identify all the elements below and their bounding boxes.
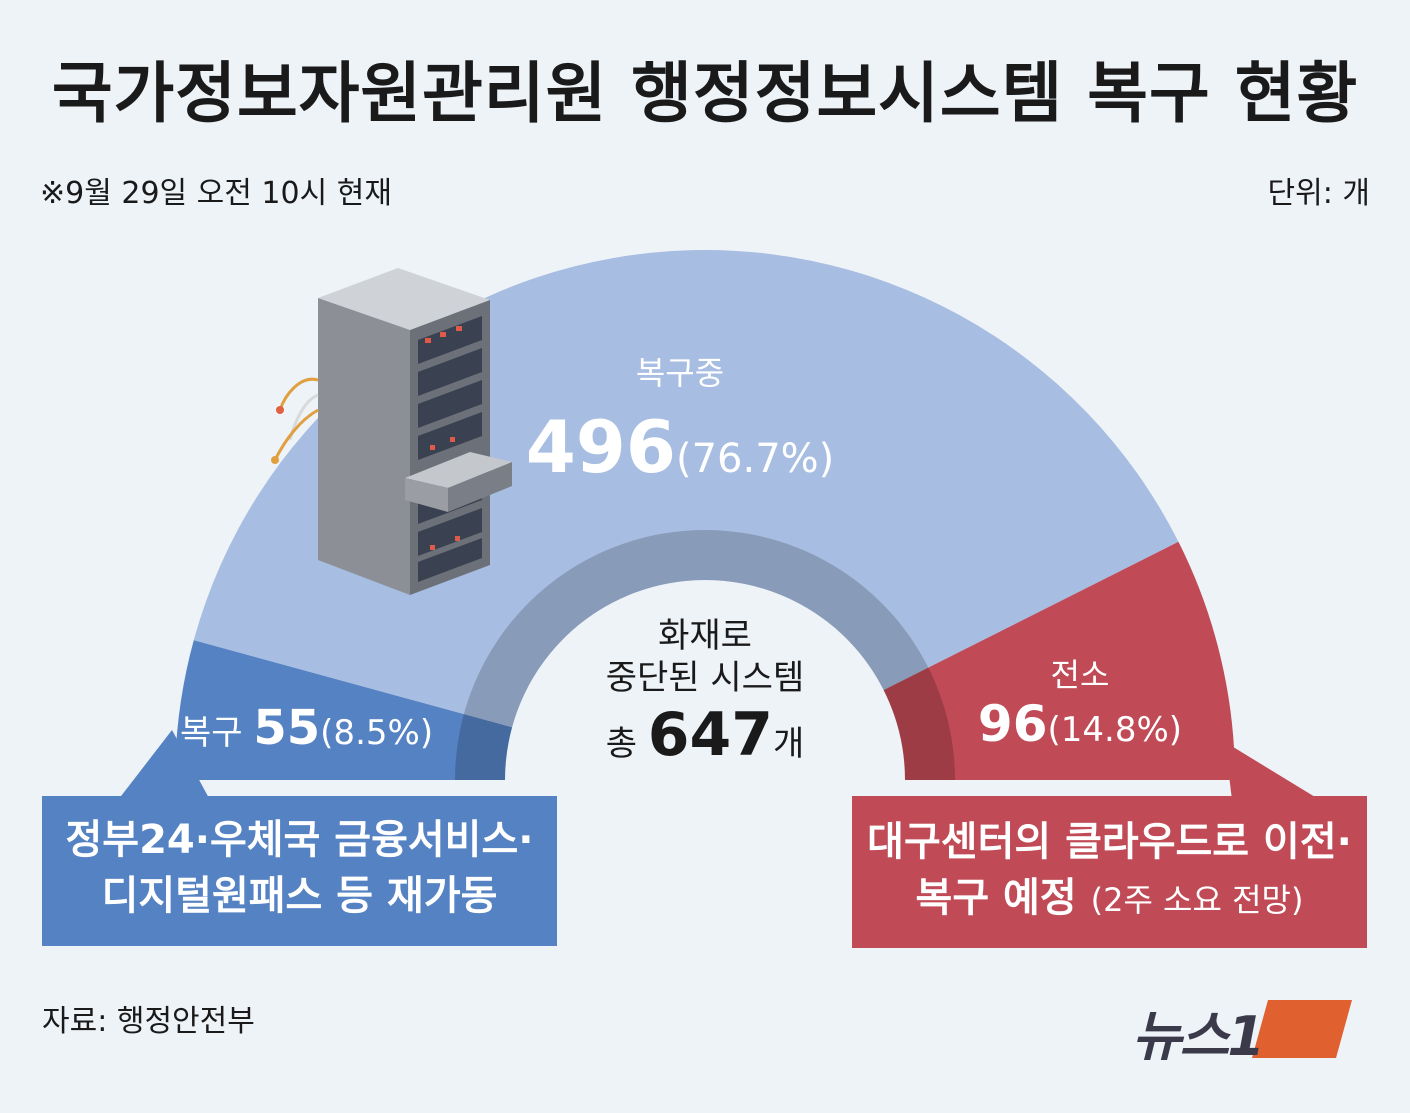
transfer-callout: 대구센터의 클라우드로 이전· 복구 예정 (2주 소요 전망) <box>852 796 1367 948</box>
in-progress-label: 복구중 <box>635 354 725 392</box>
transfer-callout-line1: 대구센터의 클라우드로 이전· <box>867 819 1352 865</box>
restored-callout-line2: 디지털원패스 등 재가동 <box>101 873 498 919</box>
restored-callout-line1: 정부24·우체국 금융서비스· <box>65 817 534 863</box>
unit-note: 단위: 개 <box>1267 176 1370 211</box>
transfer-label: 전소 <box>1050 656 1110 694</box>
source-note: 자료: 행정안전부 <box>42 1004 255 1039</box>
slice-restored <box>175 640 513 780</box>
restored-label: 복구 55(8.5%) <box>180 700 434 756</box>
as-of-note: ※9월 29일 오전 10시 현재 <box>40 176 392 211</box>
transfer-value: 96(14.8%) <box>977 695 1183 753</box>
restored-callout: 정부24·우체국 금융서비스· 디지털원패스 등 재가동 <box>42 796 557 946</box>
transfer-callout-note: (2주 소요 전망) <box>1090 881 1304 919</box>
slice-transfer <box>883 541 1235 780</box>
restored-callout-pointer <box>118 730 210 800</box>
chart-title: 국가정보자원관리원 행정정보시스템 복구 현황 <box>51 55 1359 132</box>
transfer-callout-line2: 복구 예정 <box>915 875 1077 921</box>
center-total: 총 647개 <box>605 700 805 770</box>
center-line1: 화재로 <box>658 616 752 656</box>
server-rack-icon <box>271 268 512 595</box>
news1-logo <box>1252 1000 1352 1058</box>
logo-text: 뉴스1 <box>1132 1005 1265 1068</box>
in-progress-value: 496(76.7%) <box>525 405 835 489</box>
center-line2: 중단된 시스템 <box>605 658 805 698</box>
transfer-callout-pointer <box>1225 742 1320 800</box>
inner-ring <box>455 530 955 780</box>
